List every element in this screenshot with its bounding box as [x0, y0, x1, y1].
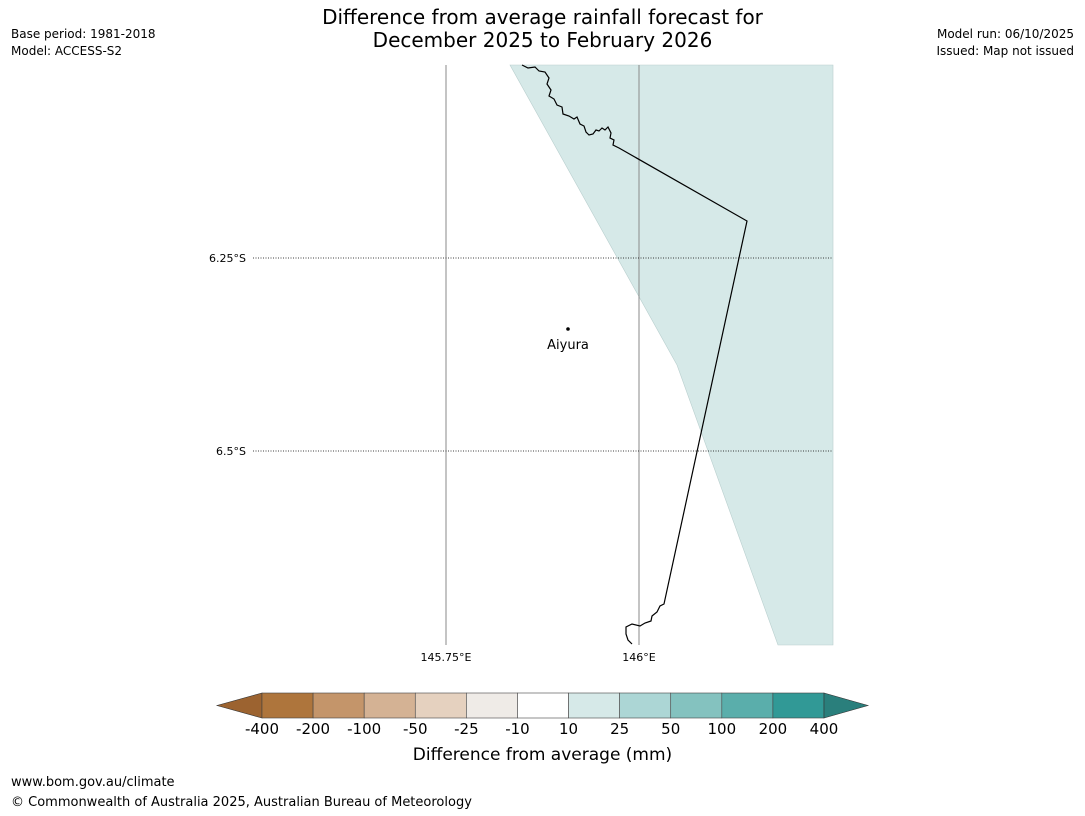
base-period: Base period: 1981-2018: [11, 27, 156, 41]
colorbar-tick-label: -25: [454, 720, 479, 738]
colorbar: [215, 692, 870, 719]
colorbar-tick-label: 50: [661, 720, 681, 738]
colorbar-tick-labels: -400 -200 -100 -50 -25 -10 10 25 50 100 200 400: [0, 720, 1085, 740]
aiyura-label: Aiyura: [547, 338, 589, 353]
lat-label-6-25: 6.25°S: [209, 252, 246, 265]
footer-copyright: © Commonwealth of Australia 2025, Austra…: [11, 795, 472, 810]
meta-left: Base period: 1981-2018 Model: ACCESS-S2: [11, 26, 156, 60]
colorbar-segment: [670, 692, 723, 719]
colorbar-title: Difference from average (mm): [412, 745, 673, 765]
colorbar-tick-label: 25: [610, 720, 630, 738]
model-run: Model run: 06/10/2025: [936, 27, 1074, 41]
colorbar-segment: [312, 692, 365, 719]
colorbar-segment: [517, 692, 569, 719]
colorbar-segment: [414, 692, 467, 719]
colorbar-segment: [261, 692, 314, 719]
colorbar-extend-low: [215, 692, 263, 719]
colorbar-extend-high: [823, 692, 870, 719]
colorbar-segment: [619, 692, 672, 719]
colorbar-tick-label: -10: [505, 720, 530, 738]
colorbar-tick-label: -50: [403, 720, 428, 738]
model-name: Model: ACCESS-S2: [11, 44, 123, 58]
lon-label-146: 146°E: [622, 651, 655, 664]
lon-label-145-75: 145.75°E: [421, 651, 472, 664]
colorbar-tick-label: -400: [244, 720, 280, 738]
colorbar-tick-label: 200: [758, 720, 788, 738]
colorbar-segment: [772, 692, 825, 719]
title-line-1: Difference from average rainfall forecas…: [322, 5, 763, 29]
lat-label-6-5: 6.5°S: [216, 445, 246, 458]
issued-status: Issued: Map not issued: [936, 44, 1074, 58]
colorbar-segment: [363, 692, 416, 719]
boundary-line: [521, 64, 748, 645]
colorbar-tick-label: -100: [347, 720, 382, 738]
aiyura-marker: [566, 327, 570, 331]
colorbar-tick-label: 100: [707, 720, 737, 738]
title-line-2: December 2025 to February 2026: [372, 28, 713, 52]
meta-right: Model run: 06/10/2025 Issued: Map not is…: [936, 26, 1074, 60]
colorbar-tick-label: 400: [809, 720, 839, 738]
forecast-shaded-region: [509, 64, 834, 646]
colorbar-tick-label: -200: [296, 720, 331, 738]
footer-url: www.bom.gov.au/climate: [11, 775, 175, 790]
colorbar-segment: [466, 692, 518, 719]
colorbar-tick-label: 10: [558, 720, 579, 738]
colorbar-segment: [721, 692, 774, 719]
colorbar-segment: [568, 692, 620, 719]
map-title: Difference from average rainfall forecas…: [0, 6, 1085, 52]
